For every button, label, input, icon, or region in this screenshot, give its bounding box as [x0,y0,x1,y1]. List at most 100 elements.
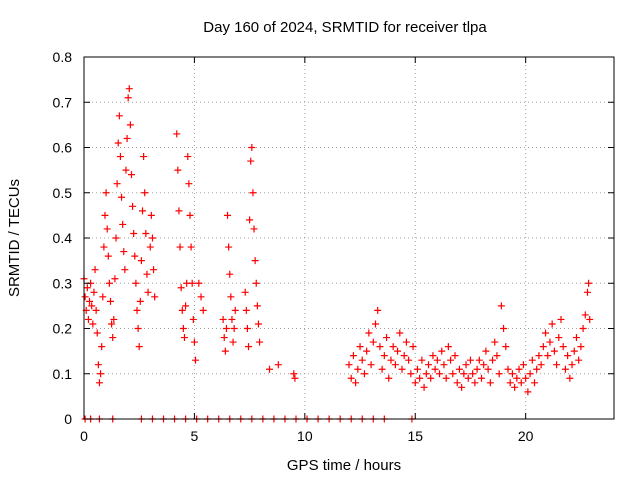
data-point [102,189,110,197]
data-point [243,325,251,332]
data-point [221,347,229,355]
data-point [358,356,366,364]
data-point [398,365,406,373]
data-point [118,193,126,201]
data-point [93,329,101,337]
data-point [484,365,492,373]
data-point [132,279,140,287]
data-point [180,334,188,342]
data-point [182,302,190,310]
data-point [570,347,578,355]
data-point [225,243,233,251]
data-point [584,288,591,296]
data-point [365,329,373,337]
data-point [151,293,159,301]
data-point [409,343,417,351]
data-point [369,338,377,346]
data-point [99,293,107,301]
data-point [469,370,477,378]
data-point [372,320,379,328]
data-point [112,234,120,242]
data-point [458,383,466,391]
data-point [522,374,530,382]
data-point [504,365,512,373]
data-point [422,370,430,378]
data-point [354,365,362,373]
data-point [553,361,561,369]
data-point [123,134,131,142]
y-tick-label: 0.6 [53,140,73,156]
data-point [252,279,260,287]
data-point [178,306,186,314]
data-point [143,270,151,278]
data-point [493,352,501,360]
data-point [97,370,105,378]
data-point [453,379,461,387]
data-point [581,311,589,319]
data-point [197,293,205,301]
data-point [250,225,258,233]
data-point [246,216,254,224]
data-point [291,374,299,382]
data-point [81,293,89,301]
data-point [192,356,200,364]
y-tick-label: 0.7 [53,94,73,110]
data-point [482,347,490,355]
data-point [389,343,397,351]
data-point [242,306,250,314]
data-point [506,379,514,387]
chart-title: Day 160 of 2024, SRMTID for receiver tlp… [203,19,487,36]
data-point [222,325,230,332]
data-point [475,356,483,364]
data-point [449,370,457,378]
data-point [95,379,103,387]
data-point [579,325,587,332]
y-tick-label: 0 [64,411,72,427]
data-point [126,121,134,129]
data-point [555,334,563,342]
data-point [114,139,122,147]
data-point [519,361,527,369]
data-point [127,171,135,179]
data-point [586,315,594,323]
data-point [438,347,446,355]
x-tick-label: 20 [518,428,534,444]
data-point [440,361,448,369]
data-point [124,94,132,102]
y-tick-label: 0.5 [53,185,73,201]
data-point [471,379,479,387]
data-point [544,352,552,360]
data-point [90,288,98,296]
data-point [254,320,262,328]
data-point [411,379,419,387]
data-point [515,365,523,373]
data-point [533,365,541,373]
y-tick-label: 0.2 [53,321,73,337]
data-point [396,329,404,337]
data-point [108,320,116,328]
data-point [433,356,441,364]
data-point [135,343,143,351]
data-point [190,338,198,346]
data-point [189,315,197,323]
data-point [140,153,148,161]
data-point [115,112,123,120]
data-point [186,211,194,219]
data-point [230,325,238,332]
data-point [266,365,273,373]
data-point [245,343,253,351]
data-point [84,315,92,323]
data-point [528,356,536,364]
data-point [116,153,124,161]
data-point [407,370,415,378]
data-point [88,302,96,310]
data-point [436,370,444,378]
data-point [134,325,142,332]
data-point [175,207,183,215]
x-tick-label: 5 [191,428,199,444]
data-point [251,257,259,265]
data-point [564,352,572,360]
data-point [125,85,133,93]
data-point [524,388,532,396]
